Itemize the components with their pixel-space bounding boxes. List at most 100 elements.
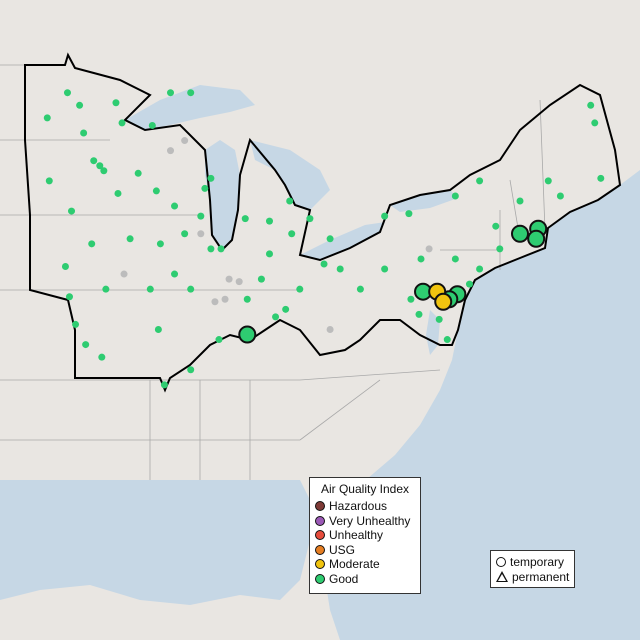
sensor-marker[interactable] [201,184,209,192]
sensor-marker[interactable] [152,187,160,195]
sensor-marker[interactable] [381,265,389,273]
sensor-marker[interactable] [197,230,205,238]
sensor-marker[interactable] [217,245,225,253]
sensor-marker[interactable] [587,101,595,109]
sensor-marker[interactable] [544,177,552,185]
sensor-marker[interactable] [146,285,154,293]
sensor-marker[interactable] [72,320,80,328]
sensor-marker[interactable] [148,121,156,129]
sensor-marker[interactable] [181,230,189,238]
sensor-marker[interactable] [591,119,599,127]
sensor-marker[interactable] [235,278,243,286]
sensor-marker[interactable] [112,99,120,107]
sensor-marker[interactable] [320,260,328,268]
sensor-marker[interactable] [82,341,90,349]
sensor-marker[interactable] [435,315,443,323]
sensor-marker[interactable] [476,177,484,185]
sensor-marker[interactable] [597,174,605,182]
aqi-legend-item-moderate: Moderate [310,557,420,572]
sensor-marker[interactable] [45,177,53,185]
sensor-marker[interactable] [326,235,334,243]
sensor-marker[interactable] [207,245,215,253]
sensor-marker[interactable] [434,292,453,311]
sensor-marker[interactable] [425,245,433,253]
sensor-marker[interactable] [63,89,71,97]
sensor-marker[interactable] [405,210,413,218]
sensor-marker[interactable] [465,280,473,288]
aqi-legend-item-usg: USG [310,543,420,558]
sensor-marker[interactable] [282,305,290,313]
sensor-marker[interactable] [181,137,189,145]
sensor-marker[interactable] [76,101,84,109]
sensor-marker[interactable] [243,295,251,303]
sensor-marker[interactable] [120,270,128,278]
sensor-marker[interactable] [167,147,175,155]
sensor-marker[interactable] [451,255,459,263]
sensor-marker[interactable] [171,270,179,278]
sensor-marker[interactable] [187,285,195,293]
aqi-swatch-icon [315,515,325,526]
sensor-marker[interactable] [265,217,273,225]
sensor-marker[interactable] [96,162,104,170]
sensor-markers [43,89,605,389]
sensor-marker[interactable] [102,285,110,293]
sensor-marker[interactable] [496,245,504,253]
aqi-legend-label: USG [329,542,356,557]
sensor-marker[interactable] [336,265,344,273]
sensor-marker[interactable] [187,89,195,97]
sensor-marker[interactable] [527,229,546,248]
sensor-marker[interactable] [257,275,265,283]
sensor-marker[interactable] [221,295,229,303]
sensor-marker[interactable] [476,265,484,273]
sensor-marker[interactable] [88,240,96,248]
sensor-marker[interactable] [356,285,364,293]
sensor-marker[interactable] [100,167,108,175]
sensor-marker[interactable] [556,192,564,200]
sensor-marker[interactable] [114,189,122,197]
sensor-marker[interactable] [272,313,280,321]
sensor-marker[interactable] [511,224,529,243]
sensor-marker[interactable] [296,285,304,293]
sensor-marker[interactable] [238,325,257,344]
sensor-marker[interactable] [126,235,134,243]
sensor-marker[interactable] [65,293,73,301]
sensor-marker[interactable] [516,197,524,205]
sensor-marker[interactable] [306,215,314,223]
sensor-marker[interactable] [265,250,273,258]
sensor-marker[interactable] [68,207,76,215]
sensor-marker[interactable] [381,212,389,220]
sensor-marker[interactable] [215,336,223,344]
sensor-marker[interactable] [167,89,175,97]
sensor-marker[interactable] [225,275,233,283]
sensor-marker[interactable] [451,192,459,200]
sensor-marker[interactable] [207,174,215,182]
sensor-marker[interactable] [90,157,98,165]
sensor-marker[interactable] [171,202,179,210]
sensor-marker[interactable] [197,212,205,220]
sensor-marker[interactable] [98,353,106,361]
sensor-marker[interactable] [61,262,69,270]
sensor-marker[interactable] [118,119,126,127]
sensor-marker[interactable] [211,298,219,306]
aqi-swatch-icon [315,544,325,555]
sensor-marker[interactable] [286,197,294,205]
sensor-marker[interactable] [156,240,164,248]
sensor-marker[interactable] [443,336,451,344]
sensor-marker[interactable] [187,366,195,374]
sensor-marker[interactable] [134,169,142,177]
lake-ontario [390,190,458,212]
sensor-marker[interactable] [241,215,249,223]
sensor-marker[interactable] [492,222,500,230]
sensor-marker[interactable] [417,255,425,263]
sensor-marker[interactable] [160,381,168,389]
sensor-marker[interactable] [415,310,423,318]
sensor-marker[interactable] [407,295,415,303]
sensor-marker[interactable] [80,129,88,137]
aqi-legend-label: Very Unhealthy [329,513,411,528]
sensor-marker[interactable] [326,325,334,333]
sensor-marker[interactable] [43,114,51,122]
sensor-marker[interactable] [154,325,162,333]
lake-erie [300,222,385,260]
sensor-marker[interactable] [288,230,296,238]
